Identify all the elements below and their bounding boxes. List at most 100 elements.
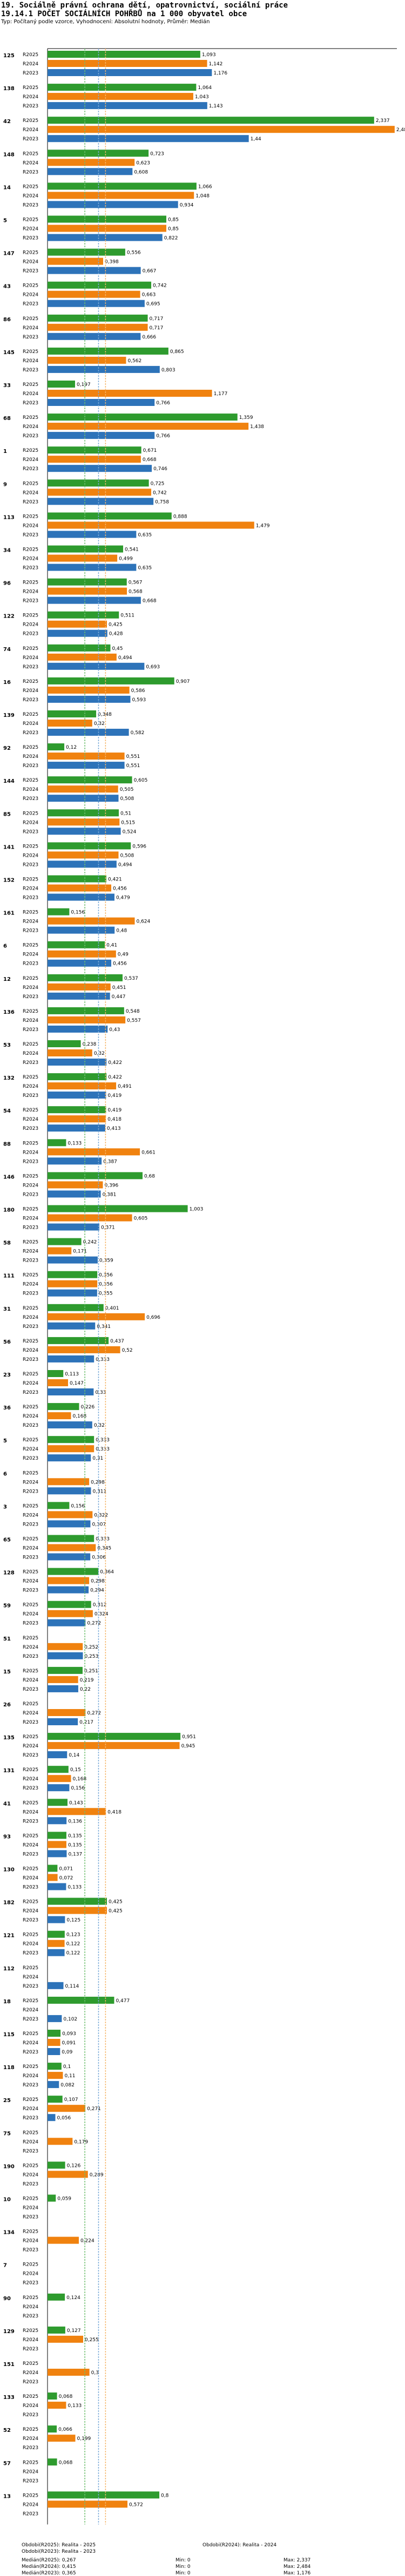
- series-tick-label: R2025: [23, 415, 38, 421]
- data-label: 1,048: [195, 193, 210, 199]
- data-label: 0,418: [107, 1117, 122, 1122]
- series-tick-label: R2025: [23, 448, 38, 453]
- series-tick-label: R2025: [23, 1174, 38, 1179]
- series-tick-label: R2023: [23, 401, 38, 406]
- series-tick-label: R2025: [23, 1306, 38, 1311]
- series-tick-label: R2023: [23, 269, 38, 274]
- data-label: 0,127: [67, 2328, 81, 2334]
- bar-r2025: [48, 150, 149, 157]
- data-label: 0,537: [124, 976, 138, 981]
- bar-r2025: [48, 2491, 160, 2499]
- series-tick-label: R2023: [23, 1258, 38, 1264]
- series-tick-label: R2024: [23, 2403, 38, 2409]
- series-tick-label: R2025: [23, 1933, 38, 1938]
- series-tick-label: R2024: [23, 457, 38, 463]
- data-label: 0,499: [119, 557, 133, 562]
- series-tick-label: R2025: [23, 2361, 38, 2367]
- data-label: 0,272: [87, 1711, 101, 1716]
- bar-r2024: [48, 1874, 58, 1881]
- data-label: 0,568: [129, 589, 143, 595]
- min-2024-label: Min: 0: [176, 2564, 191, 2570]
- group-label: 31: [3, 1306, 11, 1312]
- bar-r2025: [48, 1271, 98, 1278]
- series-tick-label: R2023: [23, 2017, 38, 2022]
- data-label: 0,137: [68, 1852, 82, 1857]
- series-tick-label: R2025: [23, 184, 38, 189]
- series-tick-label: R2023: [23, 1423, 38, 1428]
- bar-r2023: [48, 432, 155, 439]
- series-tick-label: R2024: [23, 2008, 38, 2013]
- bar-r2024: [48, 423, 249, 430]
- data-label: 0,557: [127, 1018, 141, 1023]
- data-label: 0,907: [176, 679, 190, 684]
- data-label: 0,324: [94, 1612, 109, 1617]
- data-label: 0,272: [87, 1621, 101, 1626]
- series-tick-label: R2024: [23, 1117, 38, 1122]
- series-tick-label: R2023: [23, 1588, 38, 1594]
- bar-r2024: [48, 1379, 69, 1386]
- series-tick-label: R2024: [23, 1876, 38, 1881]
- data-label: 0,289: [90, 2172, 104, 2178]
- series-tick-label: R2024: [23, 655, 38, 661]
- data-label: 0,766: [156, 401, 170, 406]
- series-tick-label: R2024: [23, 1579, 38, 1584]
- series-tick-label: R2024: [23, 1645, 38, 1650]
- series-tick-label: R2024: [23, 721, 38, 727]
- bar-r2023: [48, 1553, 91, 1561]
- series-tick-label: R2023: [23, 2181, 38, 2187]
- bar-r2024: [48, 1214, 132, 1222]
- bar-r2025: [48, 710, 97, 717]
- data-label: 0,548: [126, 1009, 140, 1014]
- series-tick-label: R2024: [23, 2337, 38, 2343]
- bar-r2025: [48, 611, 119, 619]
- bar-r2024: [48, 323, 148, 331]
- data-label: 0,951: [182, 1734, 196, 1740]
- bar-r2024: [48, 686, 130, 694]
- series-tick-label: R2025: [23, 1701, 38, 1707]
- data-label: 0,251: [84, 1669, 98, 1674]
- bar-r2025: [48, 512, 172, 520]
- bar-r2023: [48, 1949, 65, 1956]
- data-label: 0,147: [70, 1381, 84, 1386]
- bar-r2024: [48, 1148, 140, 1156]
- series-tick-label: R2024: [23, 2370, 38, 2376]
- series-tick-label: R2023: [23, 697, 38, 703]
- group-label: 43: [3, 284, 11, 290]
- series-tick-label: R2025: [23, 1965, 38, 1971]
- bar-r2024: [48, 753, 125, 760]
- data-label: 0,401: [105, 1306, 119, 1311]
- bar-r2025: [48, 1897, 107, 1905]
- bar-r2024: [48, 1181, 103, 1189]
- data-label: 0,803: [161, 368, 176, 373]
- data-label: 0,425: [109, 622, 123, 628]
- data-label: 0,48: [116, 928, 127, 934]
- group-label: 138: [3, 86, 15, 92]
- bar-r2023: [48, 1718, 78, 1725]
- group-label: 121: [3, 1933, 15, 1939]
- group-label: 118: [3, 2065, 15, 2071]
- bar-r2023: [48, 795, 119, 802]
- data-label: 0,143: [69, 1800, 83, 1806]
- bar-r2023: [48, 1289, 97, 1297]
- data-label: 0,219: [80, 1678, 94, 1683]
- group-label: 129: [3, 2329, 15, 2335]
- data-label: 0,135: [68, 1833, 82, 1839]
- bar-r2024: [48, 818, 120, 826]
- data-label: 0,717: [150, 326, 164, 331]
- group-label: 145: [3, 350, 15, 356]
- bar-r2023: [48, 959, 112, 967]
- data-label: 0,311: [92, 1489, 106, 1494]
- bar-r2024: [48, 489, 152, 496]
- data-label: 0,695: [146, 302, 160, 307]
- data-label: 0,133: [68, 1141, 82, 1146]
- bar-r2024: [48, 2072, 63, 2079]
- bar-r2023: [48, 596, 141, 604]
- group-label: 7: [3, 2263, 7, 2269]
- series-tick-label: R2025: [23, 1075, 38, 1080]
- series-tick-label: R2024: [23, 1249, 38, 1255]
- data-label: 1,093: [202, 52, 216, 58]
- bar-r2025: [48, 84, 197, 91]
- series-tick-label: R2023: [23, 71, 38, 76]
- bar-r2024: [48, 1478, 90, 1486]
- series-tick-label: R2023: [23, 137, 38, 142]
